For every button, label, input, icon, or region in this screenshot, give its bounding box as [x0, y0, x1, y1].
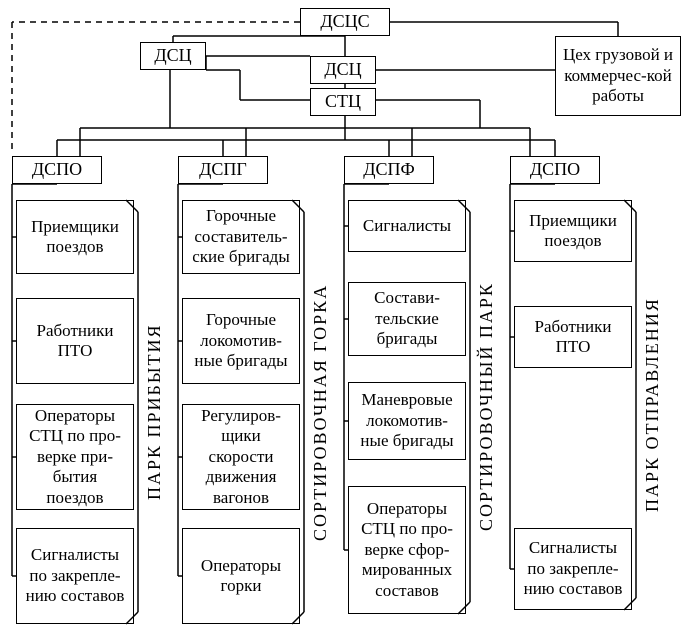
label: ДСПО: [530, 159, 580, 181]
label: Работники ПТО: [23, 321, 127, 362]
label: Цех грузовой и коммерчес-кой работы: [562, 45, 674, 106]
column-title: ПАРК ОТПРАВЛЕНИЯ: [642, 200, 663, 610]
label: Сигналисты по закрепле-нию составов: [521, 538, 625, 599]
list-item: Горочные локомотив-ные бригады: [182, 298, 300, 384]
list-item: Операторы горки: [182, 528, 300, 624]
node-cargo: Цех грузовой и коммерчес-кой работы: [555, 36, 681, 116]
list-item: Операторы СТЦ по про-верке при-бытия пое…: [16, 404, 134, 510]
list-item: Приемщики поездов: [514, 200, 632, 262]
label: Маневровые локомотив-ные бригады: [355, 390, 459, 451]
column-head: ДСПФ: [344, 156, 434, 184]
list-item: Сигналисты: [348, 200, 466, 252]
list-item: Работники ПТО: [514, 306, 632, 368]
label: Регулиров-щики скорости движения вагонов: [189, 406, 293, 508]
label: Сигналисты по закрепле-нию составов: [23, 545, 127, 606]
column-title: СОРТИРОВОЧНАЯ ГОРКА: [310, 200, 331, 624]
label: Горочные составитель-ские бригады: [189, 206, 293, 267]
list-item: Сигналисты по закрепле-нию составов: [16, 528, 134, 624]
node-stc: СТЦ: [310, 88, 376, 116]
column-title: СОРТИРОВОЧНЫЙ ПАРК: [476, 200, 497, 614]
label: СТЦ: [325, 91, 361, 113]
label: ДСЦС: [320, 11, 369, 33]
list-item: Приемщики поездов: [16, 200, 134, 274]
label: ДСПФ: [363, 159, 415, 181]
column-head: ДСПО: [12, 156, 102, 184]
node-dsc-left: ДСЦ: [140, 42, 206, 70]
list-item: Сигналисты по закрепле-нию составов: [514, 528, 632, 610]
label: Горочные локомотив-ные бригады: [189, 310, 293, 371]
label: Работники ПТО: [521, 317, 625, 358]
label: ДСЦ: [154, 45, 191, 67]
list-item: Регулиров-щики скорости движения вагонов: [182, 404, 300, 510]
label: ДСПО: [32, 159, 82, 181]
list-item: Горочные составитель-ские бригады: [182, 200, 300, 274]
column-head: ДСПО: [510, 156, 600, 184]
label: Приемщики поездов: [23, 217, 127, 258]
column-head: ДСПГ: [178, 156, 268, 184]
label: Состави-тельские бригады: [355, 288, 459, 349]
label: Приемщики поездов: [521, 211, 625, 252]
label: Операторы СТЦ по про-верке сфор-мированн…: [355, 499, 459, 601]
list-item: Работники ПТО: [16, 298, 134, 384]
label: Сигналисты: [363, 216, 451, 236]
column-title: ПАРК ПРИБЫТИЯ: [144, 200, 165, 624]
label: ДСЦ: [324, 59, 361, 81]
list-item: Состави-тельские бригады: [348, 282, 466, 356]
label: Операторы СТЦ по про-верке при-бытия пое…: [23, 406, 127, 508]
node-root: ДСЦС: [300, 8, 390, 36]
node-dsc-right: ДСЦ: [310, 56, 376, 84]
list-item: Операторы СТЦ по про-верке сфор-мированн…: [348, 486, 466, 614]
list-item: Маневровые локомотив-ные бригады: [348, 382, 466, 460]
label: Операторы горки: [189, 556, 293, 597]
label: ДСПГ: [199, 159, 247, 181]
